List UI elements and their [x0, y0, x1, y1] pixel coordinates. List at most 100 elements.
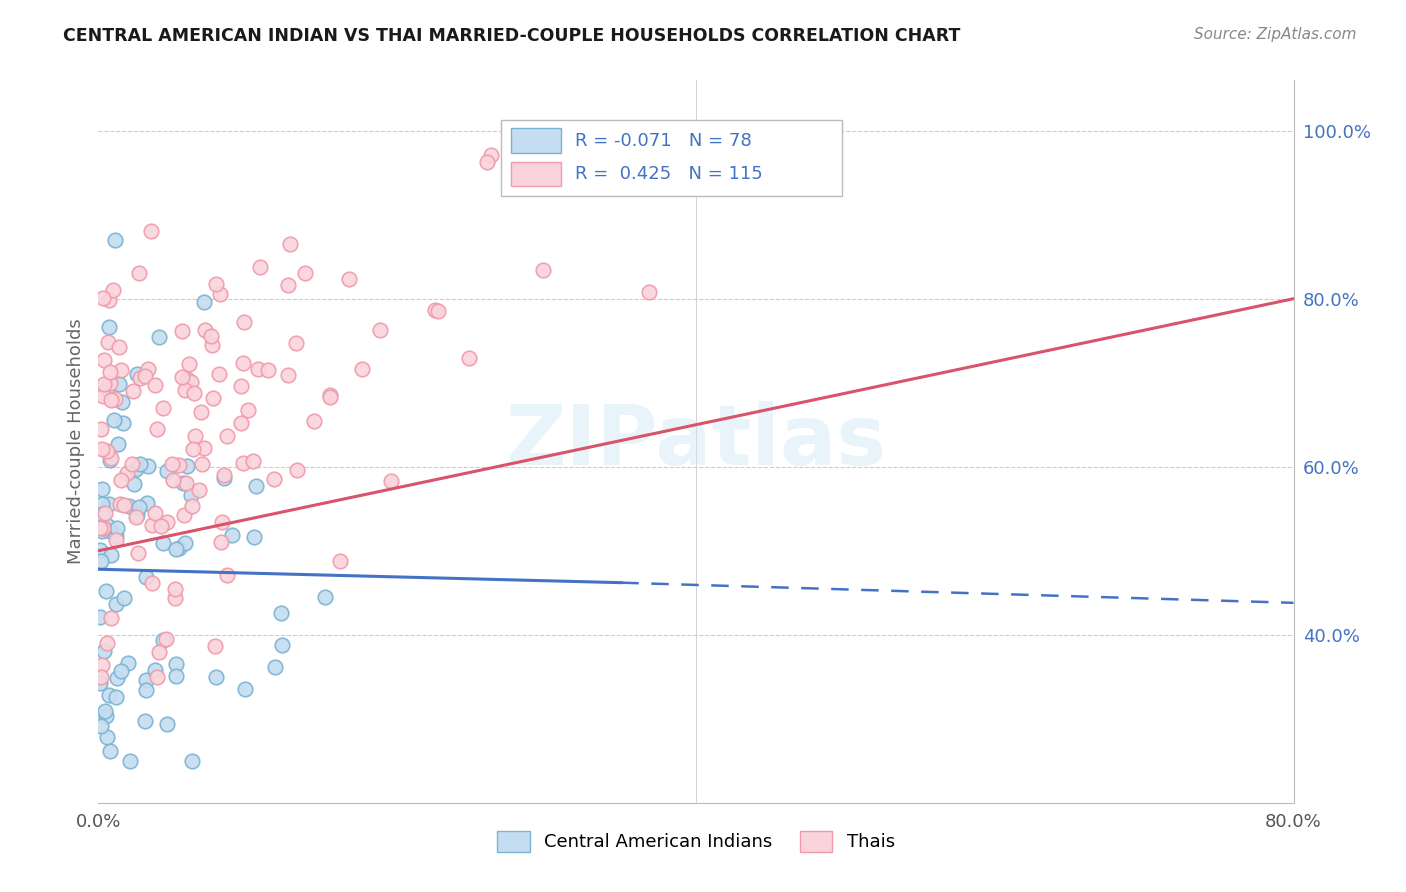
Point [190, 457, 212, 471]
Point [89, 542, 111, 557]
Point [152, 401, 174, 416]
Point [318, 388, 340, 402]
Point [337, 272, 360, 286]
Point [285, 335, 308, 350]
Point [194, 323, 217, 337]
Point [90, 670, 112, 684]
Text: R = -0.071   N = 78: R = -0.071 N = 78 [575, 132, 752, 150]
Point [165, 669, 187, 683]
Point [114, 498, 136, 512]
Point [100, 451, 122, 466]
Point [136, 495, 159, 509]
Point [111, 395, 134, 409]
Point [152, 632, 174, 647]
Point [96, 382, 118, 396]
Point [233, 682, 256, 697]
Point [229, 416, 252, 430]
Point [128, 458, 150, 472]
Point [215, 429, 238, 443]
Point [98, 293, 121, 308]
Point [97, 335, 120, 350]
Point [118, 500, 141, 514]
Point [91, 508, 114, 522]
Point [105, 529, 128, 543]
Y-axis label: Married-couple Households: Married-couple Households [66, 318, 84, 565]
Point [193, 294, 215, 309]
Point [155, 632, 177, 646]
Point [257, 362, 280, 376]
Point [165, 542, 187, 557]
Point [143, 378, 166, 392]
Point [93, 353, 115, 368]
Point [162, 473, 184, 487]
Point [208, 287, 231, 301]
Point [277, 278, 299, 293]
Point [173, 508, 195, 523]
Point [120, 754, 142, 768]
Point [232, 315, 254, 329]
Point [184, 428, 207, 442]
Point [167, 541, 190, 555]
Point [180, 375, 202, 389]
Point [423, 303, 446, 318]
Point [190, 405, 212, 419]
Point [173, 536, 195, 550]
FancyBboxPatch shape [510, 161, 561, 186]
Point [107, 521, 129, 535]
Point [125, 508, 148, 522]
Point [93, 291, 115, 305]
Point [108, 497, 131, 511]
Point [135, 673, 157, 688]
Point [181, 442, 204, 457]
Point [208, 368, 231, 382]
Point [165, 582, 187, 596]
Point [148, 330, 170, 344]
Point [146, 670, 169, 684]
Point [201, 391, 224, 405]
Point [177, 357, 200, 371]
Point [117, 656, 139, 670]
Point [105, 533, 128, 547]
Text: R =  0.425   N = 115: R = 0.425 N = 115 [575, 165, 763, 183]
Point [104, 233, 127, 247]
Point [270, 606, 292, 620]
Point [107, 437, 129, 451]
Point [160, 457, 183, 471]
Text: Source: ZipAtlas.com: Source: ZipAtlas.com [1194, 27, 1357, 42]
Point [380, 475, 402, 489]
Point [176, 371, 198, 385]
Point [141, 518, 163, 533]
Point [204, 639, 226, 653]
Point [97, 688, 120, 702]
Point [479, 147, 502, 161]
Point [242, 454, 264, 468]
Point [270, 639, 292, 653]
Point [108, 376, 131, 391]
Point [94, 704, 117, 718]
Point [247, 361, 270, 376]
Point [121, 458, 143, 472]
Point [156, 717, 179, 731]
Point [98, 320, 121, 334]
Point [212, 467, 235, 482]
Point [148, 645, 170, 659]
Point [98, 376, 121, 391]
Point [245, 479, 267, 493]
Point [91, 657, 114, 672]
Point [134, 714, 156, 728]
Point [135, 683, 157, 698]
Point [229, 379, 252, 393]
Point [145, 421, 167, 435]
Point [103, 413, 125, 427]
Point [121, 384, 143, 399]
Point [238, 403, 260, 417]
Text: CENTRAL AMERICAN INDIAN VS THAI MARRIED-COUPLE HOUSEHOLDS CORRELATION CHART: CENTRAL AMERICAN INDIAN VS THAI MARRIED-… [63, 27, 960, 45]
Point [211, 516, 233, 530]
Point [193, 441, 215, 455]
Point [285, 463, 308, 477]
Point [457, 351, 479, 366]
Point [96, 583, 118, 598]
Point [129, 370, 152, 384]
Point [100, 548, 122, 562]
Point [165, 657, 187, 672]
